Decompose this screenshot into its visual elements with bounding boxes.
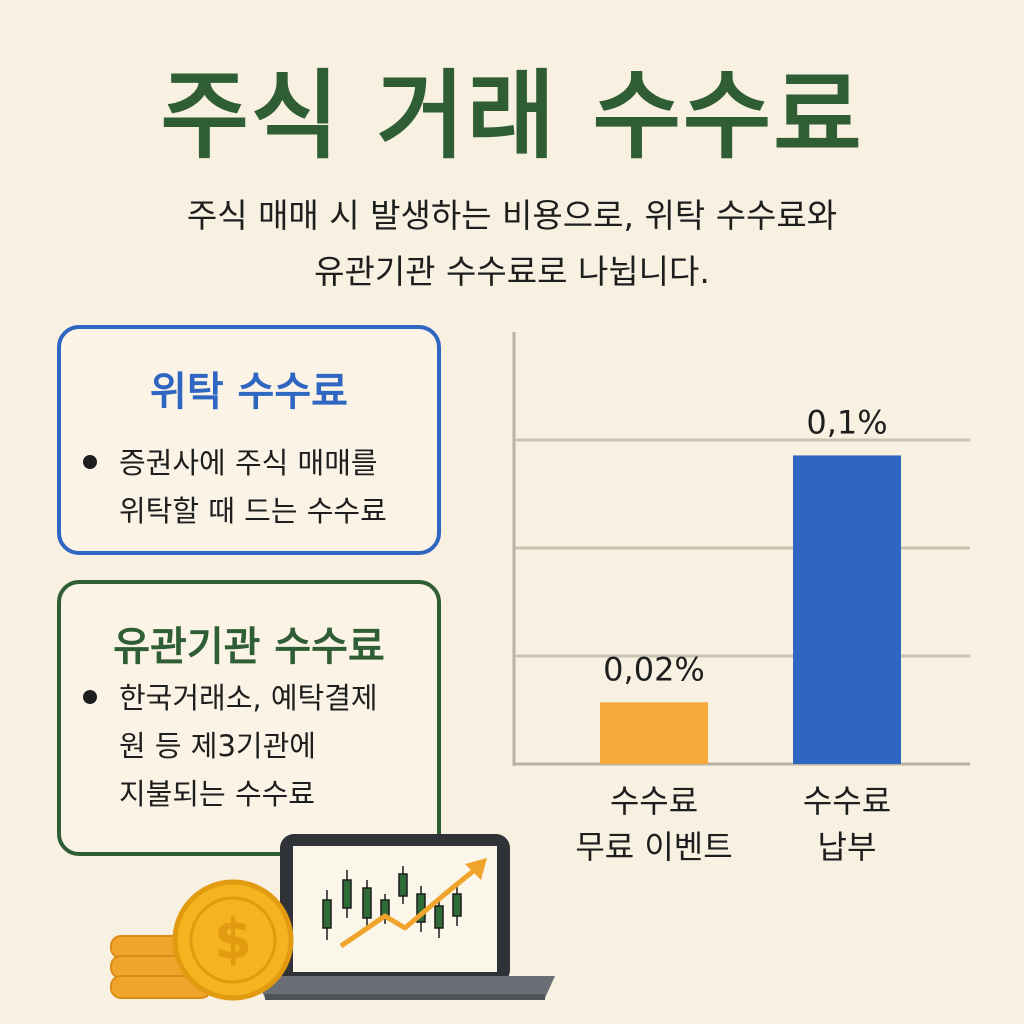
bar-value-label: 0,1% bbox=[806, 403, 887, 441]
bullet-text: 한국거래소, 예탁결제 원 등 제3기관에 지불되는 수수료 bbox=[119, 681, 378, 811]
category-label: 수수료 bbox=[803, 782, 891, 820]
card-bullet: 증권사에 주식 매매를 위탁할 때 드는 수수료 bbox=[83, 439, 427, 535]
card-brokerage-fee: 위탁 수수료 증권사에 주식 매매를 위탁할 때 드는 수수료 bbox=[57, 325, 441, 555]
bullet-icon bbox=[83, 690, 97, 704]
card-title: 유관기관 수수료 bbox=[113, 624, 385, 670]
bar-2 bbox=[793, 455, 901, 764]
dollar-coin-icon: $ bbox=[172, 879, 294, 1001]
card-bullet: 한국거래소, 예탁결제 원 등 제3기관에 지불되는 수수료 bbox=[83, 674, 427, 818]
page-title: 주식 거래 수수료 bbox=[160, 60, 864, 172]
category-label: 수수료 bbox=[610, 782, 698, 820]
card-title: 위탁 수수료 bbox=[150, 369, 348, 415]
category-label: 납부 bbox=[818, 828, 877, 866]
category-label: 무료 이벤트 bbox=[575, 828, 732, 866]
bar-1 bbox=[600, 702, 708, 764]
trend-arrow-icon bbox=[339, 858, 487, 949]
bullet-text: 증권사에 주식 매매를 위탁할 때 드는 수수료 bbox=[119, 446, 387, 528]
chart-grid bbox=[514, 438, 970, 658]
money-laptop-illustration: $ bbox=[110, 834, 555, 1001]
candlestick-icon bbox=[322, 866, 462, 940]
page-subtitle: 주식 매매 시 발생하는 비용으로, 위탁 수수료와 유관기관 수수료로 나뉩니… bbox=[186, 196, 838, 291]
bar-value-label: 0,02% bbox=[603, 650, 705, 688]
card-agency-fee: 유관기관 수수료 한국거래소, 예탁결제 원 등 제3기관에 지불되는 수수료 bbox=[57, 580, 441, 856]
laptop-icon bbox=[255, 834, 555, 1000]
bullet-icon bbox=[83, 455, 97, 469]
coin-symbol: $ bbox=[214, 908, 252, 971]
